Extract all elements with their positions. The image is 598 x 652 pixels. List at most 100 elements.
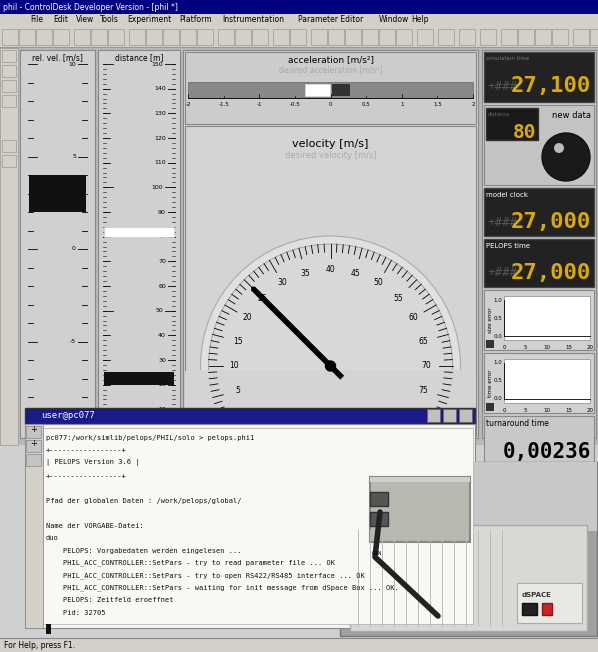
Text: 5: 5	[72, 154, 76, 159]
Bar	[480, 29, 496, 45]
Text: distance: distance	[488, 113, 511, 117]
Text: 50: 50	[155, 308, 163, 313]
Text: 100: 100	[151, 185, 163, 190]
Bar	[486, 403, 494, 411]
Text: -1: -1	[257, 102, 262, 106]
Text: Edit: Edit	[53, 16, 68, 25]
Text: desired velocity [m/s]: desired velocity [m/s]	[285, 151, 376, 160]
Text: 0: 0	[502, 408, 506, 413]
Text: File: File	[30, 16, 43, 25]
Bar	[370, 477, 470, 542]
Text: 20: 20	[158, 382, 166, 387]
Text: | PELOPS Version 3.6 |: | PELOPS Version 3.6 |	[46, 460, 139, 466]
Bar	[486, 340, 494, 348]
Text: 150: 150	[151, 61, 163, 67]
Bar	[0, 638, 598, 652]
Bar	[345, 29, 361, 45]
Bar	[104, 227, 174, 237]
Bar	[328, 29, 344, 45]
Bar	[484, 290, 594, 350]
Text: time error: time error	[489, 369, 493, 397]
Bar	[74, 29, 90, 45]
Bar	[501, 29, 517, 45]
Text: PELOPS: Vorgabedaten werden eingelesen ...: PELOPS: Vorgabedaten werden eingelesen .…	[46, 548, 242, 554]
Text: 55: 55	[393, 293, 403, 303]
Bar	[0, 27, 598, 47]
Text: Tools: Tools	[100, 16, 118, 25]
Bar	[2, 65, 16, 77]
Text: 0: 0	[245, 409, 250, 419]
Bar	[26, 454, 41, 466]
Bar	[590, 29, 598, 45]
Text: 20: 20	[587, 408, 593, 413]
Bar	[350, 525, 587, 631]
Text: PHIL_ACC_CONTROLLER::SetPars - waiting for init message from dSpace Box ... OK.: PHIL_ACC_CONTROLLER::SetPars - waiting f…	[46, 585, 399, 591]
Text: 10: 10	[230, 361, 239, 370]
Text: 60: 60	[409, 314, 419, 323]
Text: 30: 30	[158, 357, 166, 363]
Bar	[185, 126, 476, 436]
Bar	[459, 29, 475, 45]
Text: 80: 80	[512, 123, 536, 141]
Bar	[438, 29, 454, 45]
Bar	[26, 426, 41, 438]
Bar	[2, 155, 16, 167]
Bar	[0, 48, 18, 445]
Text: 1: 1	[400, 102, 404, 106]
Text: -5: -5	[70, 339, 76, 344]
Text: 5: 5	[236, 387, 240, 395]
Text: model clock: model clock	[486, 192, 528, 198]
Text: 25: 25	[258, 293, 267, 303]
Bar	[443, 409, 456, 422]
Text: 0,00236: 0,00236	[503, 442, 591, 462]
Bar	[484, 188, 594, 236]
Bar	[91, 29, 107, 45]
Text: 5: 5	[524, 345, 527, 350]
Text: 27,000: 27,000	[511, 212, 591, 232]
Text: +###: +###	[488, 80, 518, 93]
Bar	[459, 409, 472, 422]
Bar	[484, 239, 594, 287]
Text: 1.0: 1.0	[493, 297, 502, 303]
Bar	[43, 428, 473, 624]
Text: 15: 15	[565, 408, 572, 413]
Text: 1.0: 1.0	[493, 361, 502, 366]
Text: 45: 45	[350, 269, 360, 278]
Text: 140: 140	[154, 86, 166, 91]
Text: size error: size error	[489, 307, 493, 333]
Text: -0.5: -0.5	[289, 102, 300, 106]
Text: 110: 110	[154, 160, 166, 165]
Text: 0: 0	[159, 432, 163, 436]
Bar	[0, 445, 598, 638]
Bar	[535, 29, 551, 45]
Text: Parameter Editor: Parameter Editor	[298, 16, 363, 25]
Bar	[486, 108, 538, 140]
Text: user@pc077: user@pc077	[41, 411, 94, 421]
Bar	[504, 296, 590, 340]
Bar	[370, 492, 388, 506]
Text: PHIL_ACC_CONTROLLER::SetPars - try to open RS422/RS485 interface ... OK: PHIL_ACC_CONTROLLER::SetPars - try to op…	[46, 572, 365, 579]
Bar	[36, 29, 52, 45]
Bar	[0, 48, 598, 445]
Bar	[2, 29, 18, 45]
Text: 15: 15	[233, 336, 243, 346]
Bar	[311, 29, 327, 45]
Text: 80: 80	[158, 234, 166, 239]
Bar	[0, 14, 598, 27]
Bar	[522, 603, 537, 615]
Text: phil - ControlDesk Developer Version - [phil *]: phil - ControlDesk Developer Version - […	[3, 3, 178, 12]
Text: 75: 75	[419, 387, 428, 395]
Bar	[197, 29, 213, 45]
Text: dSPACE: dSPACE	[522, 592, 552, 598]
Text: 40: 40	[158, 333, 166, 338]
Bar	[25, 408, 475, 424]
Text: 5: 5	[524, 408, 527, 413]
Bar	[2, 140, 16, 152]
Text: 80: 80	[409, 409, 419, 419]
Text: 10: 10	[158, 407, 166, 412]
Text: simulation time: simulation time	[486, 57, 529, 61]
Circle shape	[200, 236, 460, 496]
Text: 130: 130	[154, 111, 166, 116]
Text: duo: duo	[46, 535, 59, 541]
Text: PELOPS time: PELOPS time	[486, 243, 530, 249]
